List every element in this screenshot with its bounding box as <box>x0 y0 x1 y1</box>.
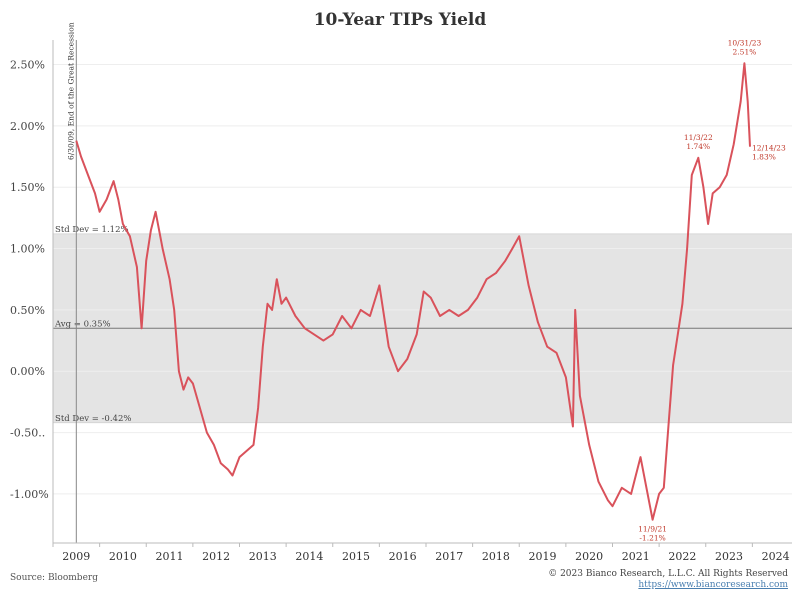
x-tick-label: 2023 <box>715 550 743 563</box>
yield-series-line <box>75 62 751 521</box>
x-tick-label: 2018 <box>482 550 510 563</box>
annotation-date: 12/14/23 <box>752 144 786 153</box>
y-tick-label: 0.50% <box>10 304 45 317</box>
x-tick-label: 2017 <box>435 550 463 563</box>
y-tick-label: 2.00% <box>10 120 45 133</box>
x-tick-label: 2015 <box>342 550 370 563</box>
annotation-value: 1.83% <box>752 153 776 162</box>
x-tick-label: 2014 <box>295 550 323 563</box>
copyright-text: © 2023 Bianco Research, L.L.C. All Right… <box>548 569 788 579</box>
grid-layer <box>53 64 792 495</box>
x-tick-label: 2011 <box>156 550 184 563</box>
copyright-block: © 2023 Bianco Research, L.L.C. All Right… <box>548 569 788 591</box>
y-tick-label: -1.00% <box>10 488 49 501</box>
x-tick-label: 2009 <box>62 550 90 563</box>
annotation-value: 2.51% <box>733 47 757 56</box>
chart-title: 10-Year TIPs Yield <box>313 10 487 30</box>
annotation-date: 10/31/23 <box>728 38 762 47</box>
std-dev-label: Std Dev = 1.12% <box>55 225 129 235</box>
x-tick-label: 2016 <box>389 550 417 563</box>
y-tick-label: -0.50.. <box>10 427 45 440</box>
y-tick-label: 1.00% <box>10 243 45 256</box>
recession-end-label: 6/30/09, End of the Great Recession <box>66 22 75 160</box>
annotation-layer: 11/3/221.74% 10/31/232.51% 12/14/231.83% 11… <box>638 38 786 542</box>
annotation-date: 11/3/22 <box>684 133 713 142</box>
axis-layer: 2.50% 2.00% 1.50% 1.00% 0.50% 0.00% -0.50.. -1.… <box>10 40 792 563</box>
annotation-date: 11/9/21 <box>638 525 667 534</box>
annotation-value: 1.74% <box>686 142 710 151</box>
website-link[interactable]: https://www.biancoresearch.com <box>638 580 788 590</box>
x-tick-label: 2019 <box>529 550 557 563</box>
std-dev-label: Std Dev = -0.42% <box>55 414 131 424</box>
x-tick-label: 2024 <box>762 550 790 563</box>
avg-label: Avg = 0.35% <box>54 319 111 329</box>
annotation-value: -1.21% <box>639 534 665 543</box>
series-line-layer <box>75 62 751 521</box>
source-note: Source: Bloomberg <box>10 573 98 583</box>
x-tick-label: 2012 <box>202 550 230 563</box>
y-tick-label: 1.50% <box>10 181 45 194</box>
y-tick-label: 2.50% <box>10 59 45 72</box>
x-tick-label: 2013 <box>249 550 277 563</box>
y-tick-label: 0.00% <box>10 365 45 378</box>
x-tick-label: 2022 <box>668 550 696 563</box>
x-tick-label: 2020 <box>575 550 603 563</box>
x-tick-label: 2010 <box>109 550 137 563</box>
x-tick-label: 2021 <box>622 550 650 563</box>
